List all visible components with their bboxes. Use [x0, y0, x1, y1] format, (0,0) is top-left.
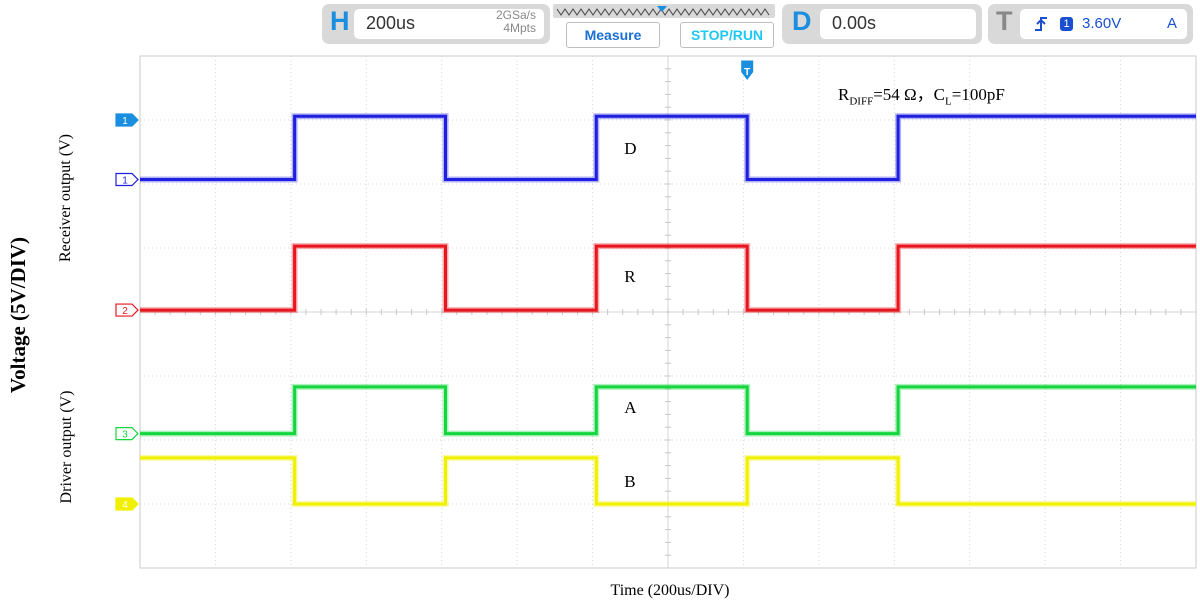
- trace-d: [140, 114, 1196, 181]
- channel-1-marker: [115, 172, 139, 187]
- trace-a: [140, 385, 1196, 436]
- receiver-axis-label: Receiver output (V): [57, 134, 74, 262]
- x-axis-title: Time (200us/DIV): [610, 582, 730, 599]
- delay-field[interactable]: 0.00s: [820, 9, 976, 39]
- horizontal-key: H: [330, 6, 350, 36]
- wave-label-a: A: [624, 398, 637, 417]
- channel-4-marker: [115, 497, 139, 511]
- trigger-level: 3.60V: [1082, 15, 1122, 32]
- delay-panel[interactable]: D 0.00s: [782, 4, 982, 44]
- horizontal-panel[interactable]: H 200us 2GSa/s 4Mpts: [322, 4, 550, 44]
- y-axis-title: Voltage (5V/DIV): [6, 236, 30, 394]
- annotation-sub-l: L: [945, 95, 952, 108]
- measure-button[interactable]: Measure: [566, 22, 660, 48]
- channel-2-marker: [115, 303, 139, 317]
- trigger-field[interactable]: 1 3.60V A: [1020, 9, 1187, 39]
- annotation-sub-diff: DIFF: [849, 95, 874, 108]
- trigger-position-marker: [741, 60, 754, 80]
- timebase-value: 200us: [366, 13, 416, 33]
- wave-label-d: D: [624, 138, 637, 158]
- trace-b: [140, 456, 1196, 506]
- sample-info: 2GSa/s 4Mpts: [496, 9, 536, 35]
- channel-1-marker: [115, 113, 139, 127]
- delay-key: D: [792, 6, 812, 36]
- trigger-panel[interactable]: T 1 3.60V A: [988, 4, 1193, 44]
- driver-axis-label: Driver output (V): [58, 390, 75, 504]
- annotation-prefix: R: [838, 85, 850, 104]
- wave-label-b: B: [624, 471, 636, 491]
- trace-r: [140, 244, 1196, 312]
- rising-edge-icon: [1035, 17, 1047, 31]
- trigger-mode: A: [1166, 15, 1177, 32]
- channel-3-marker-label: 3: [122, 430, 128, 441]
- channel-4-marker-label: 4: [122, 500, 128, 511]
- delay-value: 0.00s: [832, 13, 877, 33]
- timebase-field[interactable]: 200us 2GSa/s 4Mpts: [354, 9, 544, 39]
- trigger-channel-badge: 1: [1060, 17, 1073, 31]
- channel-1-marker-label: 1: [122, 116, 128, 127]
- sample-rate: 2GSa/s: [495, 8, 536, 22]
- stop-run-button[interactable]: STOP/RUN: [680, 22, 774, 48]
- trigger-marker-label: T: [744, 67, 750, 78]
- wave-label-r: R: [624, 266, 636, 286]
- memory-depth: 4Mpts: [503, 21, 536, 35]
- trigger-key: T: [996, 6, 1013, 36]
- memory-position-bar: [553, 4, 775, 18]
- channel-3-marker: [115, 427, 139, 441]
- channel-2-marker-label: 2: [122, 306, 128, 317]
- scope-toolbar: H 200us 2GSa/s 4Mpts Measure STOP/RUN D …: [0, 0, 1200, 52]
- channel-1-marker-label: 1: [122, 176, 128, 187]
- load-annotation: RDIFF=54 Ω，CL=100pF: [838, 80, 1005, 107]
- annotation-mid: =54 Ω，C: [873, 85, 945, 104]
- annotation-suffix: =100pF: [951, 85, 1005, 104]
